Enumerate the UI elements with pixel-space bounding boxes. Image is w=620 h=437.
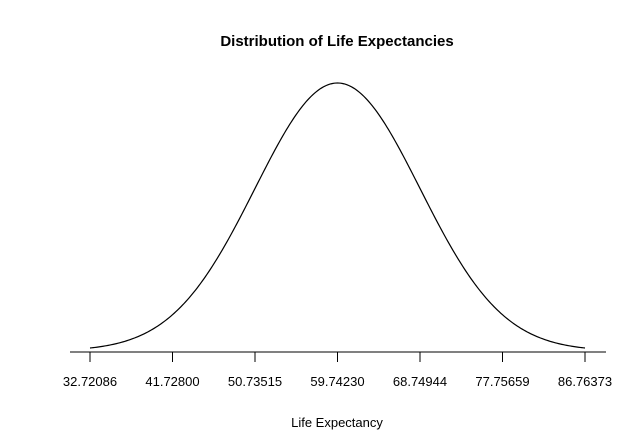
chart-title: Distribution of Life Expectancies bbox=[220, 33, 453, 50]
density-curve bbox=[89, 82, 586, 349]
x-tick-label: 50.73515 bbox=[228, 374, 282, 389]
x-tick-label: 68.74944 bbox=[393, 374, 447, 389]
x-axis-label: Life Expectancy bbox=[291, 415, 383, 430]
x-tick-label: 59.74230 bbox=[310, 374, 364, 389]
x-tick-label: 32.72086 bbox=[63, 374, 117, 389]
x-tick-label: 77.75659 bbox=[475, 374, 529, 389]
x-tick-label: 41.72800 bbox=[145, 374, 199, 389]
x-tick-label: 86.76373 bbox=[558, 374, 612, 389]
